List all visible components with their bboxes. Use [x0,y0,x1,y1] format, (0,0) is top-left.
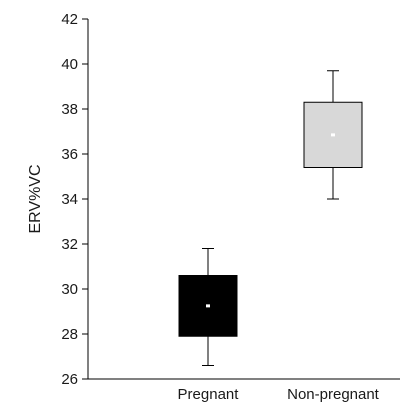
y-axis-title: ERV%VC [27,164,44,233]
y-tick-label: 38 [61,101,78,118]
y-tick-label: 28 [61,326,78,343]
box-non-pregnant [303,70,363,200]
y-tick-label: 26 [61,371,78,388]
y-tick-label: 36 [61,146,78,163]
y-tick-label: 30 [61,281,78,298]
box-series [178,70,363,366]
x-axis: Pregnant Non-pregnant [88,378,400,403]
y-tick-label: 40 [61,56,78,73]
median-marker [331,133,335,137]
y-tick-label: 34 [61,191,78,208]
y-axis: 26 28 30 32 34 36 38 40 42 [61,11,89,388]
x-category-label: Non-pregnant [287,386,380,403]
box-pregnant [178,248,238,366]
median-marker [206,304,210,308]
y-tick-label: 42 [61,11,78,28]
y-tick-label: 32 [61,236,78,253]
x-category-label: Pregnant [178,386,240,403]
